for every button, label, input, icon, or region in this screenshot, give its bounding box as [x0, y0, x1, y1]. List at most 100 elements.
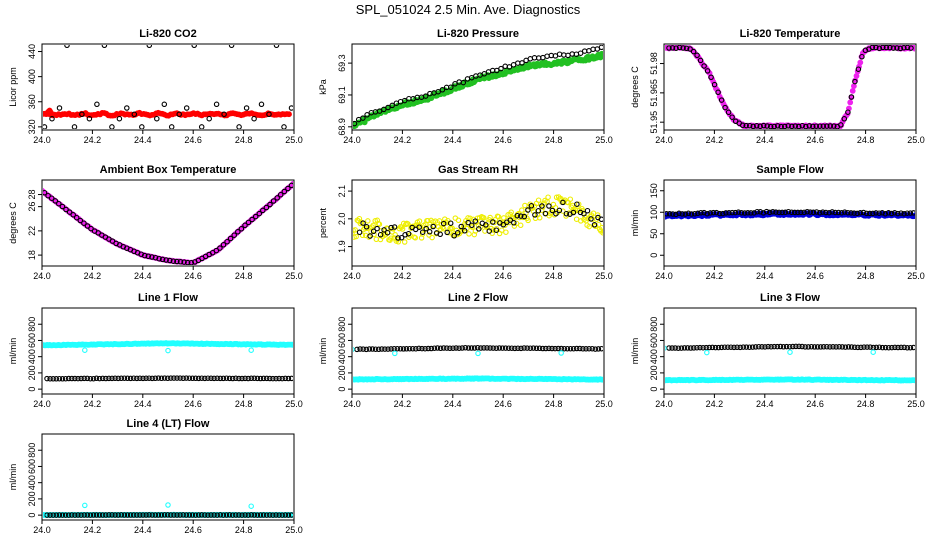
data-point: [401, 97, 408, 104]
panel-title: Li-820 Pressure: [437, 28, 519, 40]
data-point: [808, 343, 815, 350]
data-point: [820, 209, 826, 215]
data-point: [369, 346, 376, 352]
data-point: [553, 210, 559, 217]
data-point: [833, 344, 839, 350]
data-point: [601, 52, 603, 58]
data-point: [890, 45, 897, 51]
plot-frame: [663, 307, 917, 395]
y-tick-label: 600: [649, 333, 659, 348]
data-point: [217, 512, 224, 518]
data-point: [469, 222, 475, 229]
x-tick-label: 24.2: [84, 525, 102, 535]
data-point: [832, 209, 839, 216]
data-point: [416, 345, 422, 352]
data-point: [700, 344, 706, 351]
data-point: [804, 208, 810, 215]
y-tick-label: 68.9: [337, 118, 347, 136]
data-point: [673, 45, 679, 51]
data-point: [65, 512, 72, 518]
data-point: [78, 375, 84, 382]
data-point: [894, 45, 900, 51]
data-point: [584, 207, 591, 214]
series-avg: [354, 344, 603, 353]
y-tick-label: 28: [27, 190, 37, 200]
data-point: [143, 375, 149, 382]
series-avg: [43, 182, 293, 265]
data-point: [429, 234, 435, 241]
data-point: [703, 344, 709, 351]
data-point: [708, 74, 714, 81]
data-point: [869, 45, 876, 51]
data-point: [863, 210, 870, 217]
data-point: [806, 123, 813, 129]
x-tick-label: 25.0: [907, 135, 925, 145]
data-point: [168, 512, 174, 518]
data-point: [710, 209, 717, 216]
y-tick-label: 150: [649, 183, 659, 198]
data-point: [506, 64, 513, 70]
data-point: [774, 123, 781, 129]
data-point: [419, 229, 426, 235]
data-point: [274, 195, 280, 201]
data-point: [360, 346, 366, 352]
data-point: [897, 45, 904, 52]
data-point: [848, 210, 854, 216]
data-point: [288, 182, 293, 189]
series-avg: [44, 512, 293, 518]
data-point: [367, 233, 373, 239]
data-point: [873, 45, 879, 51]
data-point: [715, 344, 722, 351]
data-point: [767, 123, 774, 129]
data-point: [243, 105, 250, 111]
data-point: [676, 45, 683, 51]
x-tick-label: 24.8: [857, 135, 875, 145]
data-point: [672, 345, 678, 351]
data-point: [140, 375, 146, 382]
data-point: [141, 252, 148, 259]
data-point: [831, 123, 837, 129]
data-point: [574, 201, 580, 207]
data-point: [189, 512, 196, 518]
data-point: [513, 220, 520, 227]
data-point: [810, 209, 817, 216]
data-point: [101, 45, 108, 49]
series-avg: [43, 45, 293, 129]
series-raw: [353, 375, 603, 383]
data-point: [475, 350, 481, 357]
y-tick-label: 800: [337, 317, 347, 332]
data-point: [395, 239, 402, 245]
x-tick-label: 24.6: [184, 525, 202, 535]
data-point: [591, 222, 598, 228]
data-point: [536, 345, 543, 352]
x-tick-label: 24.2: [706, 399, 724, 409]
series-avg: [666, 45, 914, 129]
data-point: [376, 221, 383, 227]
data-point: [59, 203, 66, 210]
data-point: [901, 45, 907, 51]
x-tick-label: 24.4: [756, 135, 774, 145]
y-axis-label: ml/min: [8, 464, 18, 491]
data-point: [426, 232, 432, 238]
data-point: [365, 218, 371, 224]
data-point: [59, 376, 66, 382]
data-point: [467, 215, 473, 222]
data-point: [223, 375, 230, 381]
data-point: [257, 375, 264, 382]
data-point: [542, 210, 549, 217]
data-point: [586, 345, 592, 352]
x-tick-label: 24.4: [134, 399, 152, 409]
data-point: [882, 211, 889, 217]
data-point: [130, 375, 137, 381]
data-point: [285, 185, 291, 192]
data-point: [267, 375, 273, 382]
data-point: [866, 210, 873, 217]
data-point: [217, 375, 224, 382]
data-point: [508, 345, 515, 351]
data-point: [353, 120, 358, 127]
data-point: [505, 345, 512, 351]
x-tick-label: 24.4: [756, 399, 774, 409]
data-point: [170, 258, 177, 264]
data-point: [174, 375, 180, 381]
